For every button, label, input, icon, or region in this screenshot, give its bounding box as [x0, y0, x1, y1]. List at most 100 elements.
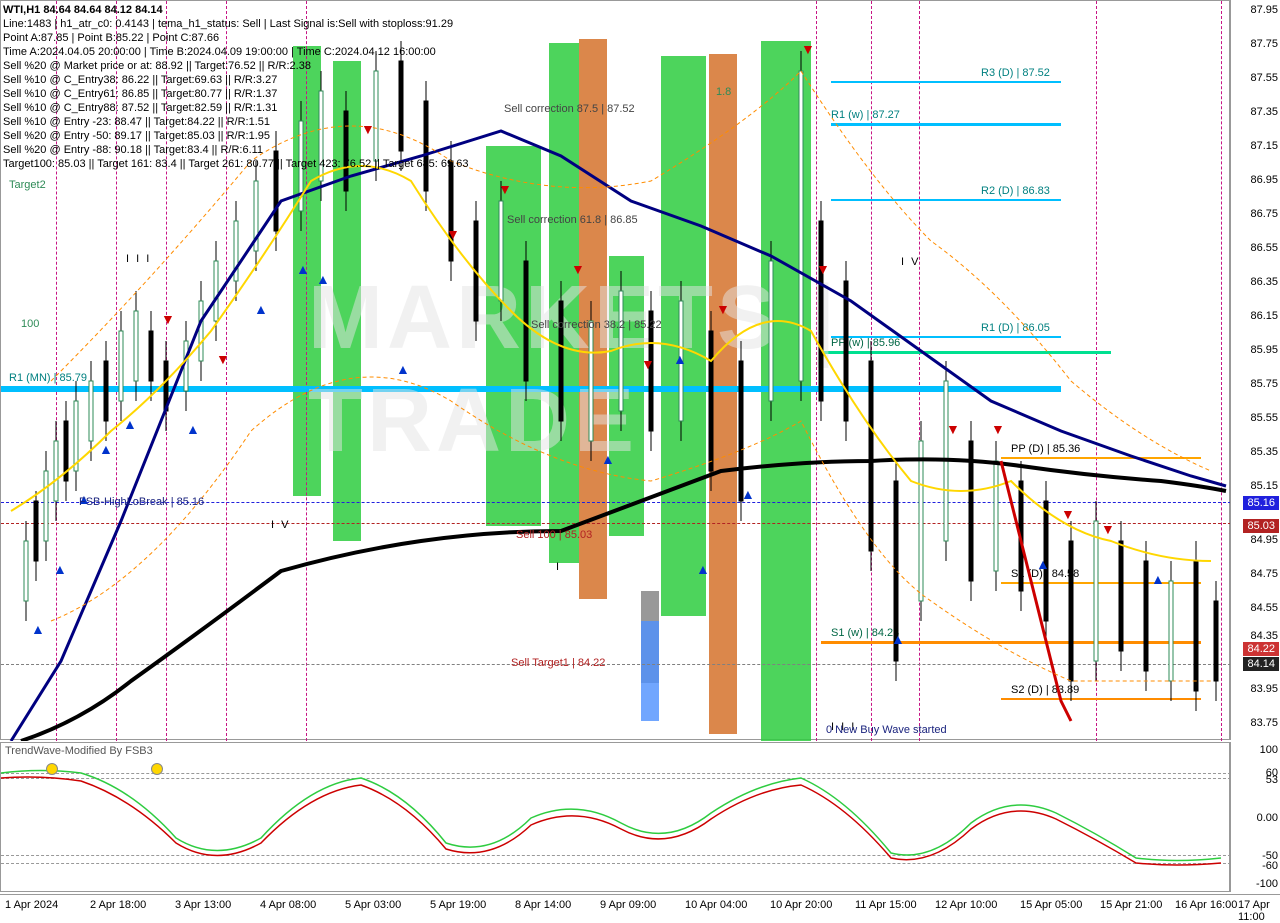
text-label: I V [901, 256, 920, 268]
y-tick: 86.75 [1250, 208, 1278, 220]
text-label: I V [271, 519, 290, 531]
ind-tick: 0.00 [1257, 812, 1278, 824]
ind-tick: -100 [1256, 878, 1278, 890]
y-tick: 85.75 [1250, 378, 1278, 390]
info-line: Sell %10 @ C_Entry88: 87.52 || Target:82… [3, 101, 468, 115]
text-label: Sell Target1 | 84.22 [511, 657, 605, 669]
buy-arrow-icon: ▲ [696, 561, 710, 577]
buy-arrow-icon: ▲ [891, 631, 905, 647]
buy-arrow-icon: ▲ [123, 416, 137, 432]
info-line: Sell %20 @ Entry -88: 90.18 || Target:83… [3, 143, 468, 157]
y-tick: 86.35 [1250, 276, 1278, 288]
sell-arrow-icon: ▼ [1101, 521, 1115, 537]
y-axis: 87.95 87.75 87.55 87.35 87.15 86.95 86.7… [1230, 0, 1280, 740]
sell-arrow-icon: ▼ [716, 301, 730, 317]
y-tick: 84.95 [1250, 534, 1278, 546]
x-tick: 1 Apr 2024 [5, 899, 58, 911]
indicator-lines [1, 743, 1231, 893]
info-line: Sell %10 @ C_Entry38: 86.22 || Target:69… [3, 73, 468, 87]
x-tick: 12 Apr 10:00 [935, 899, 997, 911]
x-tick: 5 Apr 19:00 [430, 899, 486, 911]
sell-arrow-icon: ▼ [446, 226, 460, 242]
sell-arrow-icon: ▼ [571, 261, 585, 277]
y-tick: 85.35 [1250, 446, 1278, 458]
chart-info: WTI,H1 84.64 84.64 84.12 84.14 Line:1483… [3, 3, 468, 171]
sell-arrow-icon: ▼ [641, 356, 655, 372]
buy-arrow-icon: ▲ [1036, 556, 1050, 572]
y-tick: 85.55 [1250, 412, 1278, 424]
smiley-icon [46, 763, 58, 775]
x-tick: 15 Apr 21:00 [1100, 899, 1162, 911]
price-tag: 85.16 [1243, 496, 1279, 510]
buy-arrow-icon: ▲ [741, 486, 755, 502]
ind-tick: -60 [1262, 860, 1278, 872]
x-tick: 10 Apr 04:00 [685, 899, 747, 911]
x-tick: 15 Apr 05:00 [1020, 899, 1082, 911]
buy-arrow-icon: ▲ [673, 351, 687, 367]
info-line: Sell %10 @ C_Entry61: 86.85 || Target:80… [3, 87, 468, 101]
info-line: Sell %10 @ Entry -23: 88.47 || Target:84… [3, 115, 468, 129]
buy-arrow-icon: ▲ [296, 261, 310, 277]
info-line: Line:1483 | h1_atr_c0: 0.4143 | tema_h1_… [3, 17, 468, 31]
x-axis: 1 Apr 2024 2 Apr 18:00 3 Apr 13:00 4 Apr… [0, 894, 1280, 920]
smiley-icon [151, 763, 163, 775]
text-label: FSB-HighLoBreak | 85.16 [79, 496, 204, 508]
text-label: Sell correction 38.2 | 85.22 [531, 319, 662, 331]
price-tag: 84.14 [1243, 657, 1279, 671]
y-tick: 84.35 [1250, 630, 1278, 642]
info-line: Target100: 85.03 || Target 161: 83.4 || … [3, 157, 468, 171]
sell-arrow-icon: ▼ [946, 421, 960, 437]
buy-arrow-icon: ▲ [316, 271, 330, 287]
main-chart[interactable]: MARKETS | TRADE R3 (D) | 87.52 R1 (w) | … [0, 0, 1230, 740]
buy-arrow-icon: ▲ [31, 621, 45, 637]
text-label: Sell correction 87.5 | 87.52 [504, 103, 635, 115]
info-line: Time A:2024.04.05 20:00:00 | Time B:2024… [3, 45, 468, 59]
x-tick: 2 Apr 18:00 [90, 899, 146, 911]
x-tick: 11 Apr 15:00 [855, 899, 917, 911]
y-tick: 83.95 [1250, 683, 1278, 695]
sell-arrow-icon: ▼ [1061, 506, 1075, 522]
sell-arrow-icon: ▼ [991, 421, 1005, 437]
y-tick: 85.95 [1250, 344, 1278, 356]
y-tick: 86.55 [1250, 242, 1278, 254]
sell-arrow-icon: ▼ [801, 41, 815, 57]
indicator-panel[interactable]: TrendWave-Modified By FSB3 [0, 742, 1230, 892]
text-label: I I I [126, 253, 151, 265]
text-label: I [556, 561, 559, 573]
x-tick: 9 Apr 09:00 [600, 899, 656, 911]
text-label: 1.8 [716, 86, 731, 98]
x-tick: 4 Apr 08:00 [260, 899, 316, 911]
y-tick: 87.95 [1250, 4, 1278, 16]
y-tick: 85.15 [1250, 480, 1278, 492]
text-label: Target2 [9, 179, 46, 191]
x-tick: 17 Apr 11:00 [1238, 899, 1280, 923]
y-tick: 86.15 [1250, 310, 1278, 322]
info-line: Sell %20 @ Entry -50: 89.17 || Target:85… [3, 129, 468, 143]
y-tick: 87.15 [1250, 140, 1278, 152]
buy-arrow-icon: ▲ [99, 441, 113, 457]
ind-tick: 53 [1266, 774, 1278, 786]
x-tick: 10 Apr 20:00 [770, 899, 832, 911]
buy-arrow-icon: ▲ [53, 561, 67, 577]
y-tick: 84.75 [1250, 568, 1278, 580]
buy-arrow-icon: ▲ [186, 421, 200, 437]
sell-arrow-icon: ▼ [816, 261, 830, 277]
info-line: Point A:87.85 | Point B:85.22 | Point C:… [3, 31, 468, 45]
sell-arrow-icon: ▼ [498, 181, 512, 197]
x-tick: 3 Apr 13:00 [175, 899, 231, 911]
price-tag: 85.03 [1243, 519, 1279, 533]
ind-tick: 100 [1260, 744, 1278, 756]
buy-arrow-icon: ▲ [1151, 571, 1165, 587]
chart-title: WTI,H1 84.64 84.64 84.12 84.14 [3, 3, 468, 17]
y-tick: 87.35 [1250, 106, 1278, 118]
buy-arrow-icon: ▲ [601, 451, 615, 467]
text-label: 100 [21, 318, 39, 330]
y-tick: 87.55 [1250, 72, 1278, 84]
text-label: 0 New Buy Wave started [826, 724, 947, 736]
text-label: Sell correction 61.8 | 86.85 [507, 214, 638, 226]
y-tick: 84.55 [1250, 602, 1278, 614]
y-tick: 83.75 [1250, 717, 1278, 729]
indicator-y-axis: 100 60 53 0.00 -50 -60 -100 [1230, 742, 1280, 892]
text-label: Sell 100 | 85.03 [516, 529, 592, 541]
x-tick: 8 Apr 14:00 [515, 899, 571, 911]
